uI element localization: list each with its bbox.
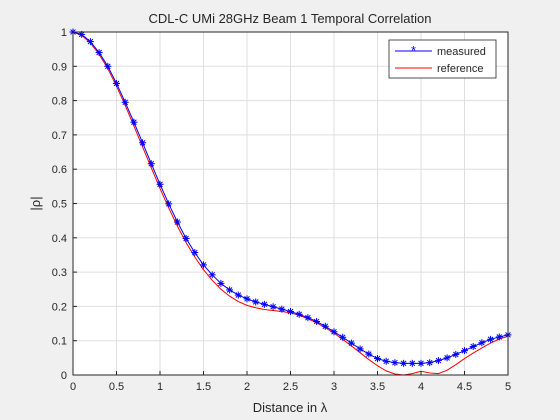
y-axis-label: |ρ| <box>28 196 43 210</box>
data-point-measured <box>226 286 234 294</box>
x-tick-label: 4 <box>418 381 424 393</box>
data-point-measured <box>217 279 225 287</box>
data-point-measured <box>330 328 338 336</box>
data-point-measured <box>200 261 207 269</box>
data-point-measured <box>260 300 268 308</box>
data-point-measured <box>95 49 103 57</box>
data-point-measured <box>165 200 173 208</box>
legend-measured-label: measured <box>437 46 486 58</box>
data-point-measured <box>278 305 286 313</box>
legend-box <box>388 39 497 79</box>
data-point-measured <box>365 350 373 358</box>
y-tick-label: 0.1 <box>52 336 67 348</box>
data-point-measured <box>356 345 364 353</box>
chart-title: CDL-C UMi 28GHz Beam 1 Temporal Correlat… <box>149 11 432 26</box>
data-point-measured <box>347 339 355 347</box>
legend-measured-marker: * <box>411 43 416 58</box>
data-point-measured <box>374 355 381 363</box>
data-point-measured <box>156 180 164 188</box>
x-tick-label: 1 <box>157 381 163 393</box>
y-tick-label: 0.3 <box>52 267 67 279</box>
data-point-measured <box>104 62 112 70</box>
y-tick-label: 0 <box>61 370 67 382</box>
data-point-measured <box>469 343 477 351</box>
data-point-measured <box>191 249 199 257</box>
series-layer <box>69 28 512 376</box>
data-point-measured <box>417 359 425 367</box>
data-point-measured <box>434 357 442 365</box>
data-point-measured <box>269 303 277 311</box>
x-tick-label: 2.5 <box>283 381 298 393</box>
data-point-measured <box>173 218 181 226</box>
legend: * measured reference <box>388 39 497 79</box>
data-point-measured <box>295 310 303 318</box>
data-point-measured <box>121 98 129 106</box>
data-point-measured <box>391 359 399 367</box>
ticks: 0 0.5 1 1.5 2 2.5 3 3.5 4 4.5 5 0 0.1 0.2 0.3 0.4 0.5 0.6… <box>52 27 511 393</box>
y-tick-label: 0.4 <box>52 233 67 245</box>
data-point-measured <box>139 139 147 147</box>
y-tick-label: 0.7 <box>52 130 67 142</box>
data-point-measured <box>452 350 460 358</box>
data-point-measured <box>243 295 251 303</box>
data-point-measured <box>321 322 329 330</box>
x-tick-label: 0 <box>70 381 76 393</box>
data-point-measured <box>86 38 94 46</box>
x-tick-label: 4.5 <box>457 381 472 393</box>
legend-reference-label: reference <box>437 63 483 75</box>
x-tick-label: 5 <box>505 381 511 393</box>
data-point-measured <box>252 298 260 306</box>
data-point-measured <box>113 79 120 87</box>
data-point-measured <box>461 347 468 355</box>
data-point-measured <box>182 234 190 242</box>
y-tick-label: 0.9 <box>52 61 67 73</box>
data-point-measured <box>208 271 216 279</box>
data-point-measured <box>400 359 408 367</box>
x-tick-label: 2 <box>244 381 250 393</box>
y-tick-label: 0.8 <box>52 96 67 108</box>
data-point-measured <box>313 317 321 325</box>
data-point-measured <box>443 354 451 362</box>
y-tick-label: 1 <box>61 27 67 39</box>
data-point-measured <box>478 339 486 347</box>
data-point-measured <box>130 118 138 126</box>
y-tick-label: 0.2 <box>52 301 67 313</box>
data-point-measured <box>408 359 416 367</box>
x-tick-label: 3 <box>331 381 337 393</box>
x-axis-label: Distance in λ <box>253 400 328 415</box>
data-point-measured <box>304 314 312 322</box>
y-tick-label: 0.5 <box>52 199 67 211</box>
data-point-measured <box>339 333 347 341</box>
y-tick-label: 0.6 <box>52 164 67 176</box>
data-point-measured <box>495 333 503 341</box>
data-point-measured <box>487 335 495 343</box>
x-tick-label: 0.5 <box>109 381 124 393</box>
data-point-measured <box>147 160 155 168</box>
data-point-measured <box>287 308 294 316</box>
x-tick-label: 3.5 <box>370 381 385 393</box>
x-tick-label: 1.5 <box>196 381 211 393</box>
data-point-measured <box>426 359 434 367</box>
data-point-measured <box>382 357 390 365</box>
data-point-measured <box>234 291 242 299</box>
